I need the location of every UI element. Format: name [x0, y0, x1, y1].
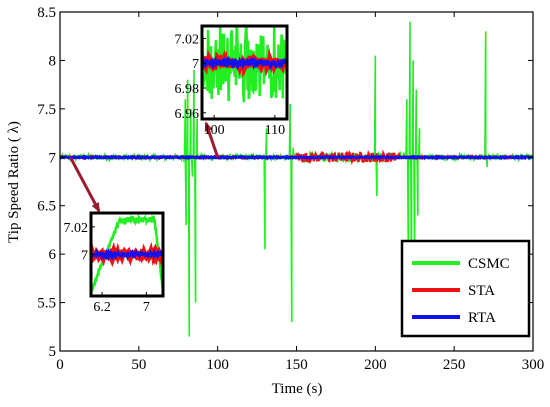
inset-y-tick-label: 6.98	[175, 82, 200, 97]
zoom-arrows	[69, 121, 220, 213]
x-tick-label: 150	[285, 357, 308, 373]
legend-label-csmc: CSMC	[468, 256, 510, 272]
x-tick-label: 300	[522, 357, 545, 373]
x-tick-label: 0	[56, 357, 64, 373]
x-tick-label: 50	[131, 357, 146, 373]
inset-y-tick-label: 6.96	[175, 107, 200, 122]
inset-zoom-2: 100 110 6.96 6.98 7 7.02	[175, 24, 289, 138]
inset-series-rta	[91, 247, 163, 262]
y-axis: 5 5.5 6 6.5 7 7.5 8 8.5	[37, 5, 533, 360]
y-tick-label: 7	[49, 150, 57, 166]
inset-x-tick-label: 110	[265, 123, 285, 138]
y-tick-label: 8.5	[37, 5, 56, 21]
inset-y-tick-label: 7.02	[64, 221, 89, 236]
y-tick-label: 5	[49, 344, 57, 360]
inset-x-tick-label: 7	[143, 300, 150, 315]
y-tick-label: 6.5	[37, 199, 56, 215]
y-tick-label: 8	[49, 53, 57, 69]
x-tick-label: 250	[443, 357, 466, 373]
legend-label-sta: STA	[468, 283, 495, 299]
inset-series-rta	[202, 55, 287, 71]
inset-y-tick-label: 7	[81, 249, 88, 264]
y-tick-label: 6	[49, 247, 57, 263]
series-rta-line	[59, 154, 534, 161]
arrow-to-inset-2	[204, 121, 220, 158]
inset-zoom-1: 6.2 7 7 7.02	[64, 211, 165, 315]
arrow-to-inset-1	[69, 156, 101, 213]
legend-label-rta: RTA	[468, 310, 496, 326]
y-axis-label: Tip Speed Ratio ( λ)	[6, 121, 22, 243]
inset-frame	[200, 24, 289, 121]
inset-x-tick-label: 6.2	[93, 300, 111, 315]
x-axis: 0 50 100 150 200 250 300	[56, 12, 544, 373]
inset-x-tick-label: 100	[204, 123, 225, 138]
inset-y-tick-label: 7	[192, 57, 199, 72]
inset-y-tick-label: 7.02	[175, 32, 200, 47]
x-tick-label: 200	[364, 357, 387, 373]
x-axis-label: Time (s)	[272, 381, 323, 397]
x-tick-label: 100	[206, 357, 229, 373]
inset-series-csmc	[202, 26, 287, 103]
legend: CSMC STA RTA	[400, 239, 531, 338]
y-tick-label: 5.5	[37, 296, 56, 312]
y-tick-label: 7.5	[37, 102, 56, 118]
